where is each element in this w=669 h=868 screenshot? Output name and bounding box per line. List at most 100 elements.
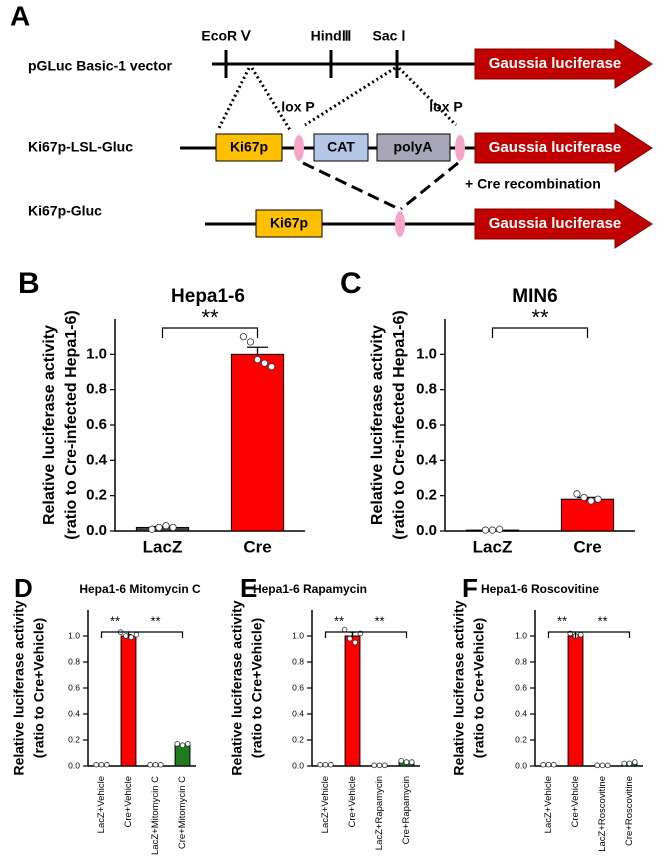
step-label: + Cre recombination [465, 176, 601, 192]
y-axis-label: Relative luciferase activity [451, 600, 467, 775]
reporter-arrow [474, 123, 653, 173]
promoter-label: Ki67p [230, 139, 268, 155]
panel-letter: E [240, 573, 257, 603]
x-tick-label: Cre+Vehicle [347, 776, 358, 828]
x-tick-label: LacZ+Vehicle [96, 776, 107, 833]
loxp-site [294, 135, 304, 161]
chart-title: Hepa1-6 [171, 286, 245, 307]
data-point [162, 522, 170, 530]
data-point [133, 631, 140, 638]
x-tick-label: LacZ+Vehicle [543, 776, 554, 833]
significance-label: ** [597, 613, 607, 628]
bar [560, 498, 615, 532]
significance-label: ** [334, 613, 344, 628]
significance-label: ** [531, 305, 549, 330]
recombination-lines [302, 161, 459, 211]
data-point [157, 761, 164, 768]
x-tick-label: LacZ [473, 537, 513, 556]
data-point [352, 639, 358, 646]
data-point [174, 741, 181, 747]
y-axis-label: (ratio to Cre-infected Hepa1-6) [391, 310, 408, 539]
y-tick-label: 0.8 [416, 381, 437, 398]
y-axis-label: Relative luciferase activity [11, 600, 27, 775]
reporter-label: Gaussia luciferase [489, 215, 622, 232]
promoter-box [255, 209, 323, 238]
bar [344, 635, 361, 767]
data-point [594, 762, 601, 769]
y-axis-label: Relative luciferase activity [369, 325, 386, 525]
data-point [152, 761, 159, 768]
data-point [403, 759, 410, 765]
data-point [322, 761, 329, 768]
y-tick-label: 0.6 [292, 682, 304, 692]
y-tick-label: 0.4 [86, 451, 108, 468]
significance-label: ** [201, 305, 219, 330]
x-tick-label: Cre [243, 537, 271, 556]
data-point [148, 525, 156, 533]
data-point [98, 761, 105, 768]
chart-title: Hepa1-6 Rapamycin [253, 582, 367, 596]
y-tick-label: 0.0 [416, 522, 437, 539]
y-tick-label: 0.0 [292, 760, 304, 770]
y-tick-label: 1.0 [416, 345, 437, 362]
insert-lines [216, 66, 458, 131]
y-tick-label: 0.8 [515, 656, 527, 666]
data-point [260, 359, 269, 367]
significance-bracket [491, 327, 589, 338]
row-label: pGLuc Basic-1 vector [28, 58, 172, 74]
panel-letter: A [10, 0, 30, 31]
promoter-box [215, 133, 283, 162]
data-point [128, 634, 134, 641]
data-point [545, 761, 552, 768]
data-point [147, 761, 154, 768]
data-point [371, 762, 378, 769]
stop-box [313, 133, 369, 162]
loxp-label: lox P [281, 99, 314, 115]
x-tick-label: LacZ+Vehicle [320, 776, 331, 833]
reporter-arrow [474, 199, 653, 249]
data-point [155, 523, 163, 532]
bar [567, 635, 584, 767]
panel-letter: D [14, 573, 33, 603]
y-tick-label: 0.2 [292, 734, 304, 744]
x-tick-label: Cre+Vehicle [570, 776, 581, 828]
data-point [381, 762, 388, 769]
data-point [253, 356, 262, 364]
x-tick-label: Cre [573, 537, 601, 556]
y-tick-label: 1.0 [515, 630, 527, 640]
data-point [169, 523, 177, 532]
data-point [573, 490, 581, 498]
y-tick-label: 0.2 [68, 734, 80, 744]
data-point [540, 761, 547, 768]
data-point [580, 493, 588, 502]
y-tick-label: 0.2 [515, 734, 527, 744]
y-axis-label: (ratio to Cre+Vehicle) [471, 618, 487, 758]
row-label: Ki67p-Gluc [28, 203, 102, 219]
data-point [103, 761, 110, 768]
y-tick-label: 0.4 [416, 451, 438, 468]
y-axis-label: (ratio to Cre+Vehicle) [31, 618, 47, 758]
y-tick-label: 0.6 [515, 682, 527, 692]
data-point [495, 525, 504, 533]
site-label: EcoR Ⅴ [201, 28, 251, 44]
x-tick-label: Cre+Rapamycin [401, 776, 412, 844]
y-tick-label: 0.4 [292, 708, 304, 718]
y-tick-label: 0.4 [515, 708, 527, 718]
y-tick-label: 0.0 [86, 522, 107, 539]
data-point [626, 760, 633, 767]
data-point [267, 363, 276, 371]
data-point [604, 762, 611, 769]
x-tick-label: Cre+Roscovitine [624, 776, 635, 846]
data-point [184, 741, 191, 747]
data-point [347, 635, 353, 642]
data-point [398, 757, 405, 764]
y-tick-label: 1.0 [68, 630, 80, 640]
panel-letter: B [18, 267, 40, 300]
site-label: HindⅢ [311, 28, 352, 44]
y-tick-label: 0.0 [515, 760, 527, 770]
y-tick-label: 0.8 [292, 656, 304, 666]
significance-label: ** [110, 613, 120, 628]
loxp-site [455, 135, 465, 161]
panel-letter: C [340, 267, 362, 300]
data-point [488, 526, 497, 534]
